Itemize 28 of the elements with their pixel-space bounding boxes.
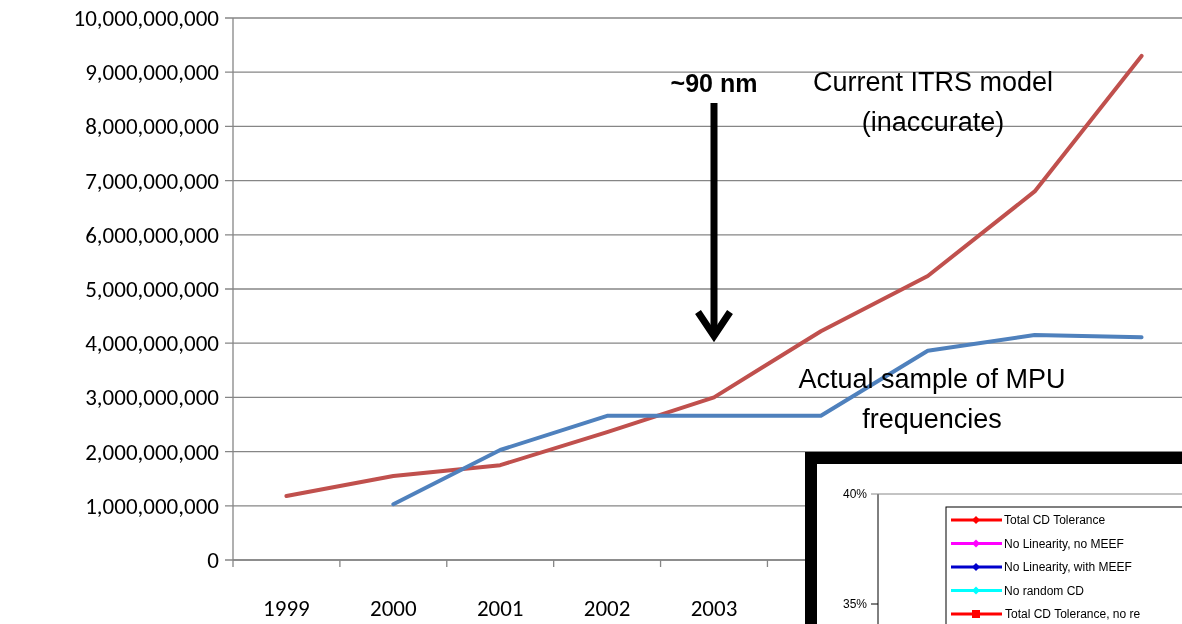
annotation: ~90 nm [670,68,758,97]
x-tick-label: 1999 [263,594,310,623]
y-tick-label: 2,000,000,000 [85,437,220,466]
annotation: No Linearity, no MEEF [1004,536,1124,551]
text: 35% [842,597,868,612]
x-tick-label: 2002 [583,594,631,623]
y-tick-label: 0 [207,546,220,575]
y-tick-label: 10,000,000,000 [73,4,220,33]
text: No Linearity, with MEEF [1004,560,1132,575]
annotation: Total CD Tolerance [1004,513,1106,528]
y-tick-label: 4,000,000,000 [85,329,220,358]
y-tick-label: 6,000,000,000 [85,220,220,249]
x-tick-label: 2000 [370,594,417,623]
y-tick-label: 7,000,000,000 [85,166,220,195]
line-series [391,333,1144,507]
y-tick-label: 9,000,000,000 [85,58,220,87]
x-tick-label: 2001 [476,594,524,623]
text: No random CD [1004,583,1085,598]
y-tick-label: 8,000,000,000 [85,112,220,141]
x-tick-label: 2003 [690,594,738,623]
y-tick-label: 3,000,000,000 [85,383,220,412]
annotation: Current ITRS model (inaccurate) [812,67,1054,137]
annotation: Actual sample of MPU frequencies [798,364,1066,434]
text: Total CD Tolerance, no re [1005,607,1141,622]
y-tick-label: 5,000,000,000 [85,275,220,304]
annotation: 40% [842,487,868,502]
line-series [284,53,1144,499]
y-tick-label: 1,000,000,000 [85,491,220,520]
